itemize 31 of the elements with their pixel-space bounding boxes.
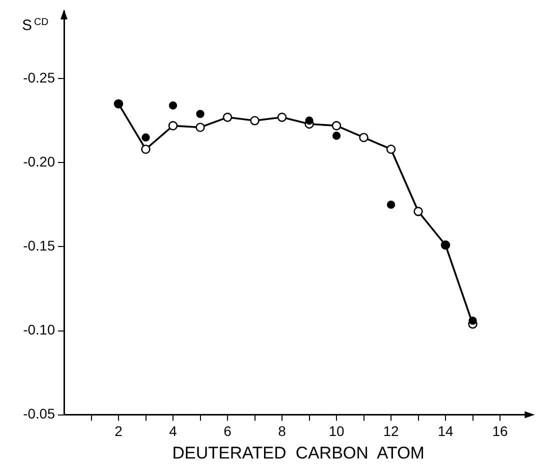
point — [250, 116, 260, 126]
point — [142, 133, 150, 142]
point — [332, 132, 341, 140]
point — [359, 132, 368, 142]
point — [277, 112, 287, 122]
x-tick-label: 12 — [383, 423, 399, 440]
point — [468, 316, 477, 325]
point — [305, 116, 314, 125]
x-tick-label: 16 — [492, 423, 508, 440]
point — [332, 121, 342, 130]
x-axis-title: DEUTERATED CARBON ATOM — [172, 443, 424, 462]
x-tick-label: 8 — [278, 423, 286, 440]
point — [168, 101, 178, 110]
point — [386, 200, 396, 209]
point — [222, 112, 232, 122]
point — [168, 121, 178, 130]
point — [141, 144, 150, 154]
point — [196, 122, 205, 132]
y-tick-label: -0.15 — [23, 238, 56, 254]
y-tick-label: -0.05 — [23, 406, 56, 422]
x-tick-label: 6 — [224, 423, 232, 440]
y-tick-label: -0.25 — [23, 69, 56, 86]
x-tick-label: 4 — [169, 423, 178, 440]
y-tick-label: -0.10 — [23, 322, 56, 338]
x-tick-label: 14 — [438, 423, 454, 440]
point — [414, 206, 423, 216]
y-tick-label: -0.20 — [23, 154, 56, 170]
x-tick-label: 2 — [114, 423, 123, 440]
point — [386, 144, 396, 154]
point — [196, 110, 204, 118]
x-tick-label: 10 — [328, 423, 344, 440]
